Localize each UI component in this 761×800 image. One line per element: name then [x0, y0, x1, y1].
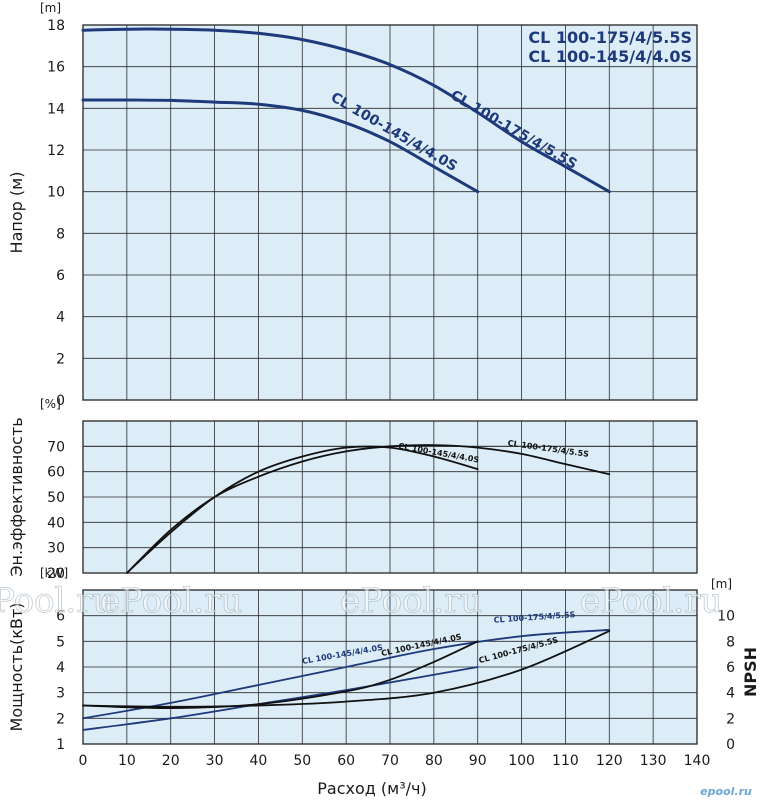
y-tick-label: 4 — [56, 310, 65, 326]
y-tick-label: 2 — [56, 351, 65, 367]
x-tick-label: 60 — [337, 753, 355, 769]
watermark-text: ePool.ru — [100, 581, 242, 621]
y-tick-label: 60 — [47, 465, 65, 481]
y-unit-label: [kW] — [40, 566, 68, 580]
series-line-cl-100-145-4-4-0s — [81, 98, 480, 194]
y-tick-label: 5 — [56, 634, 65, 650]
x-axis-title: Расход (м³/ч) — [317, 779, 426, 798]
x-tick-label: 40 — [250, 753, 268, 769]
legend-entry: CL 100-175/4/5.5S — [528, 28, 692, 47]
y-unit-label: [m] — [40, 1, 61, 15]
y-tick-label: 40 — [47, 515, 65, 531]
series-line-cl-100-175-4-5-5s — [82, 630, 611, 708]
panel-head: 0 2 4 6 8 10 12 14 16 18 [m] Напор (м) CL 100-175/4/… — [7, 1, 698, 409]
y-tick-label: 16 — [47, 60, 65, 76]
y-tick-label: 6 — [56, 609, 65, 625]
x-tick-label: 0 — [79, 753, 88, 769]
x-tick-label: 110 — [552, 753, 579, 769]
x-tick-label: 70 — [381, 753, 399, 769]
watermark-text: ePool.ru — [340, 581, 482, 621]
x-tick-label: 120 — [596, 753, 623, 769]
y-tick-label: 12 — [47, 143, 65, 159]
x-tick-label: 20 — [162, 753, 180, 769]
series-line-cl-100-145-4-4-0s — [82, 666, 479, 731]
y2-unit-label: [m] — [711, 577, 732, 591]
y-tick-label: 6 — [56, 268, 65, 284]
watermark-text: ePool.ru — [0, 581, 114, 621]
y-tick-label: 20 — [47, 566, 65, 582]
y-tick-label: 30 — [47, 541, 65, 557]
x-tick-label: 90 — [469, 753, 487, 769]
plot-frame — [82, 589, 698, 745]
series-line-cl-100-175-4-5-5s — [82, 628, 611, 720]
y2-tick-label: 2 — [726, 711, 735, 727]
x-tick-label: 30 — [206, 753, 224, 769]
y2-axis-title: NPSH — [741, 647, 760, 697]
y2-tick-label: 8 — [726, 634, 735, 650]
y-tick-label: 3 — [56, 686, 65, 702]
y-tick-label: 8 — [56, 226, 65, 242]
x-tick-label: 80 — [425, 753, 443, 769]
x-tick-label: 140 — [684, 753, 711, 769]
y2-tick-label: 0 — [726, 737, 735, 753]
y2-tick-label: 10 — [717, 609, 735, 625]
y-tick-label: 4 — [56, 660, 65, 676]
series-line-cl-100-145-4-4-0s — [126, 445, 479, 574]
plot-frame — [82, 24, 698, 401]
y2-tick-label: 6 — [726, 660, 735, 676]
y-tick-label: 50 — [47, 490, 65, 506]
y-axis-title: Напор (м) — [7, 172, 26, 254]
panel-power_npsh: 1 2 3 4 5 6 [kW] Мощность(кВт) 0 2 4 6 8 10 [m] NPSH 0 10… — [7, 566, 760, 798]
logo-text: epool.ru — [700, 785, 752, 798]
x-tick-label: 10 — [118, 753, 136, 769]
series-line-cl-100-145-4-4-0s — [82, 640, 479, 710]
series-line-cl-100-175-4-5-5s — [81, 27, 611, 194]
y-tick-label: 18 — [47, 18, 65, 34]
y-tick-label: 10 — [47, 185, 65, 201]
x-tick-label: 50 — [293, 753, 311, 769]
y-axis-title: Мощность(кВт) — [7, 603, 26, 732]
y-tick-label: 0 — [56, 393, 65, 409]
x-tick-label: 100 — [508, 753, 535, 769]
y-tick-label: 70 — [47, 439, 65, 455]
y-tick-label: 1 — [56, 737, 65, 753]
watermark-text: ePool.ru — [580, 581, 722, 621]
x-tick-label: 130 — [640, 753, 667, 769]
legend-entry: CL 100-145/4/4.0S — [528, 47, 692, 66]
y-tick-label: 2 — [56, 711, 65, 727]
y-unit-label: [%] — [40, 397, 61, 411]
y-tick-label: 14 — [47, 101, 65, 117]
y-axis-title: Эн.эффективность — [7, 417, 26, 576]
y2-tick-label: 4 — [726, 686, 735, 702]
plot-frame — [82, 420, 698, 574]
